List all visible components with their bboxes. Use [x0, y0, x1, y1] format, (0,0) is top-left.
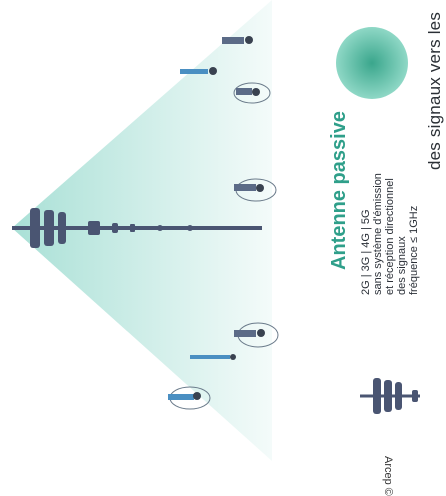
- antenna-legend-icon: [360, 378, 420, 414]
- person-icon: [168, 386, 211, 410]
- person-icon: [233, 82, 271, 104]
- legend-title: Antenne passive: [328, 111, 350, 270]
- person-icon: [190, 354, 236, 360]
- legend-line: fréquence ≤ 1GHz: [408, 205, 420, 295]
- person-icon: [234, 322, 279, 348]
- person-icon: [180, 67, 217, 75]
- beam-illustration: [12, 0, 420, 461]
- legend-line: des signaux: [396, 236, 408, 295]
- legend-line: et réception directionnel: [384, 178, 396, 295]
- antenna-mast-icon: [12, 208, 262, 248]
- legend-line: sans système d'émission: [372, 173, 384, 295]
- caption-text: des signaux vers les: [425, 11, 444, 170]
- legend-line: 2G | 3G | 4G | 5G: [360, 209, 372, 295]
- person-icon: [222, 36, 253, 44]
- person-icon: [234, 178, 277, 202]
- signal-circle-icon: [336, 27, 408, 99]
- signal-beam: [12, 0, 272, 461]
- copyright-text: Arcep ©: [382, 456, 394, 496]
- infographic: des signaux vers les Antenne passive 2G …: [12, 0, 444, 496]
- legend-description: 2G | 3G | 4G | 5G sans système d'émissio…: [360, 173, 420, 295]
